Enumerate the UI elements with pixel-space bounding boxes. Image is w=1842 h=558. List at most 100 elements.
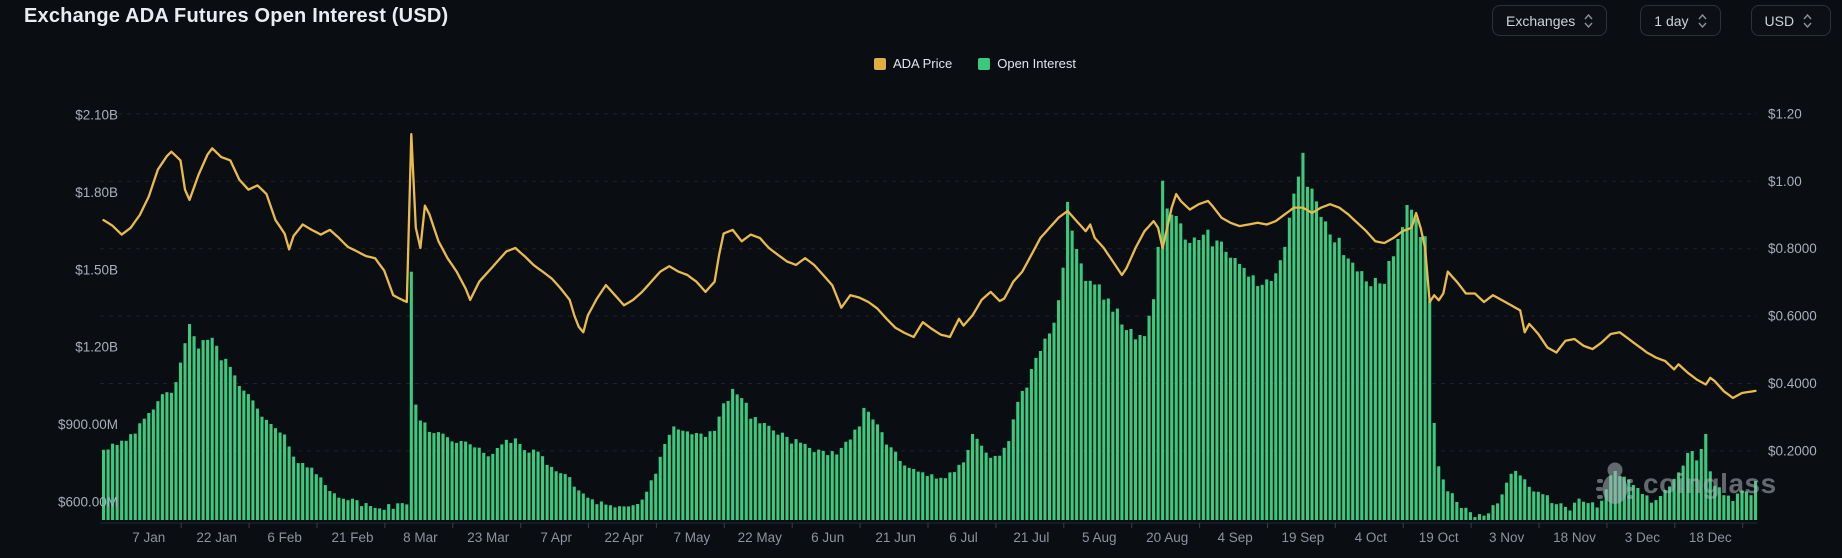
oi-bar (627, 506, 631, 520)
oi-bar (391, 508, 395, 520)
oi-bar (658, 456, 662, 520)
legend-item-ada-price[interactable]: ADA Price (873, 56, 952, 71)
oi-bar (1034, 357, 1038, 520)
legend-item-open-interest[interactable]: Open Interest (978, 56, 1076, 71)
oi-bar (120, 440, 124, 520)
oi-bar (111, 443, 115, 520)
oi-bar (337, 497, 341, 520)
right-axis-label: $0.6000 (1768, 309, 1817, 324)
oi-bar (1754, 481, 1758, 520)
oi-bar (1093, 284, 1097, 520)
oi-bar (1283, 246, 1287, 520)
oi-bar (169, 392, 173, 520)
oi-bar (1722, 495, 1726, 520)
x-axis-label: 7 Apr (540, 530, 572, 545)
oi-bar (1541, 494, 1545, 520)
oi-bar (930, 474, 934, 520)
oi-bar (993, 455, 997, 520)
oi-bar (301, 463, 305, 520)
right-axis-label: $0.2000 (1768, 443, 1817, 458)
chart-controls: Exchanges 1 day USD (1492, 5, 1831, 36)
oi-bar (1337, 237, 1341, 521)
oi-bar (1749, 495, 1753, 520)
oi-bar (1002, 447, 1006, 520)
oi-bar (1369, 286, 1373, 520)
oi-bar (559, 473, 563, 520)
oi-bar (1704, 434, 1708, 520)
oi-bar (1473, 517, 1477, 520)
oi-bar (753, 417, 757, 520)
oi-bar (219, 360, 223, 520)
oi-bar (1016, 401, 1020, 520)
oi-bar (332, 493, 336, 520)
oi-bar (735, 394, 739, 520)
oi-bar (948, 472, 952, 520)
oi-bar (839, 447, 843, 520)
oi-bar (681, 430, 685, 520)
oi-bar (545, 464, 549, 520)
oi-bar (224, 358, 228, 520)
oi-bar (685, 431, 689, 520)
oi-bar (957, 464, 961, 520)
left-axis-label: $1.50B (75, 262, 118, 277)
x-axis-label: 6 Feb (267, 530, 302, 545)
oi-bar (142, 418, 146, 520)
oi-bar (1020, 390, 1024, 520)
oi-bar (378, 508, 382, 520)
interval-dropdown[interactable]: 1 day (1640, 5, 1721, 36)
x-axis-label: 4 Oct (1355, 530, 1388, 545)
oi-bar (405, 504, 409, 520)
oi-bar (871, 419, 875, 520)
oi-bar (550, 466, 554, 520)
oi-bar (1314, 201, 1319, 520)
x-axis-label: 23 Mar (467, 530, 510, 545)
oi-bar (1029, 369, 1033, 520)
oi-bar (1210, 246, 1214, 520)
oi-bar (1550, 503, 1554, 520)
oi-bar (1428, 301, 1432, 520)
oi-bar (319, 477, 323, 520)
oi-bar (1695, 460, 1699, 520)
oi-bar (862, 407, 866, 520)
oi-bar (1342, 255, 1346, 520)
oi-bar (1165, 208, 1169, 520)
oi-bar (921, 472, 925, 520)
oi-bar (414, 404, 418, 520)
oi-bar (495, 448, 499, 520)
oi-bar (889, 447, 893, 520)
x-axis-label: 19 Sep (1282, 530, 1325, 545)
currency-dropdown[interactable]: USD (1750, 5, 1831, 36)
oi-bar (726, 400, 730, 520)
oi-bar (1269, 281, 1273, 520)
oi-bar (287, 446, 291, 520)
chart-legend: ADA Price Open Interest (873, 56, 1076, 71)
oi-bar (473, 447, 477, 520)
oi-bar (1391, 256, 1396, 520)
oi-bar (1206, 229, 1210, 520)
oi-bar (1554, 504, 1558, 520)
x-axis-label: 7 May (674, 530, 711, 545)
oi-bar (228, 366, 232, 520)
oi-bar (1432, 423, 1436, 520)
page-title: Exchange ADA Futures Open Interest (USD) (24, 5, 449, 27)
oi-bar (1505, 482, 1509, 520)
exchanges-dropdown[interactable]: Exchanges (1492, 5, 1608, 36)
oi-bar (373, 507, 377, 520)
oi-bar (1509, 473, 1513, 520)
oi-bar (1084, 280, 1088, 520)
oi-bar (1627, 479, 1631, 520)
oi-bar (1477, 514, 1482, 520)
oi-bar (1405, 205, 1409, 520)
oi-bar (866, 411, 870, 520)
oi-bar (1726, 495, 1730, 520)
oi-bar (776, 434, 780, 520)
right-axis-label: $0.4000 (1768, 376, 1817, 391)
oi-bar (1324, 221, 1328, 520)
oi-bar (749, 418, 753, 520)
oi-bar (1047, 333, 1052, 520)
oi-bar (767, 425, 771, 520)
oi-bar (133, 433, 137, 520)
oi-bar (1224, 251, 1228, 521)
oi-bar (1545, 495, 1549, 520)
